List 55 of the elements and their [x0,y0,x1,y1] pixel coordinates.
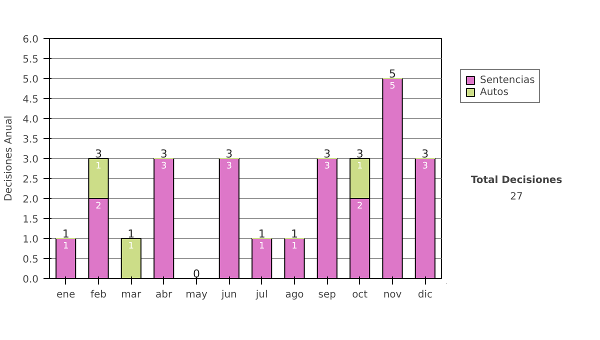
y-axis-title: Decisiones Anual [4,116,15,202]
data-label: 1 [96,162,102,172]
x-tick-label: dic [418,290,432,300]
x-tick-label: may [186,290,208,300]
data-label: 1 [62,242,69,252]
x-tick-label: ene [56,290,76,300]
total-label: 1 [291,228,298,240]
total-label: 3 [160,148,168,160]
x-tick-label: jun [220,290,237,300]
legend-label: Sentencias [480,74,535,86]
y-tick-label: 1.0 [22,234,39,246]
legend-label: Autos [480,86,508,98]
x-tick-label: jul [254,290,268,300]
data-label: 1 [128,242,134,252]
y-tick-label: 5.5 [22,54,39,66]
x-tick-label: nov [383,290,402,300]
x-tick-label: abr [156,290,174,300]
total-label: 5 [389,68,396,80]
data-label: 2 [356,202,363,212]
y-tick-label: 6.0 [22,34,39,46]
x-tick-label: sep [318,290,336,300]
y-tick-label: 2.5 [22,174,39,186]
total-label: 3 [324,148,331,160]
total-label: 3 [226,148,233,160]
y-tick-label: 4.5 [22,94,39,106]
text: Total Decisiones [470,175,562,186]
data-label: 1 [356,162,363,172]
total-label: 0 [193,268,200,280]
total-label: 1 [128,228,135,240]
text: 27 [510,191,523,202]
data-label: 1 [292,242,298,252]
x-tick-label: feb [90,290,107,300]
data-label: 5 [390,82,396,92]
total-label: 3 [422,148,429,160]
total-label: 1 [62,228,70,240]
x-tick-label: oct [352,290,368,300]
y-tick-label: 2.0 [22,194,39,206]
total-label: 3 [356,148,364,160]
y-tick-label: 1.5 [22,214,39,226]
total-label: 1 [258,228,266,240]
y-tick-label: 5.0 [22,74,39,86]
data-label: 3 [324,162,330,172]
data-label: 3 [226,162,232,172]
y-tick-label: 4.0 [22,114,39,126]
y-tick-label: 3.0 [22,154,39,166]
data-label: 3 [160,162,167,172]
x-tick-label: ago [285,290,304,300]
total-label: 3 [95,148,102,160]
data-label: 2 [96,202,102,212]
data-label: 3 [422,162,428,172]
y-tick-label: 0.0 [22,274,39,286]
data-label: 1 [258,242,265,252]
x-tick-label: mar [121,290,142,300]
y-tick-label: 0.5 [22,254,39,266]
y-tick-label: 3.5 [22,134,39,146]
